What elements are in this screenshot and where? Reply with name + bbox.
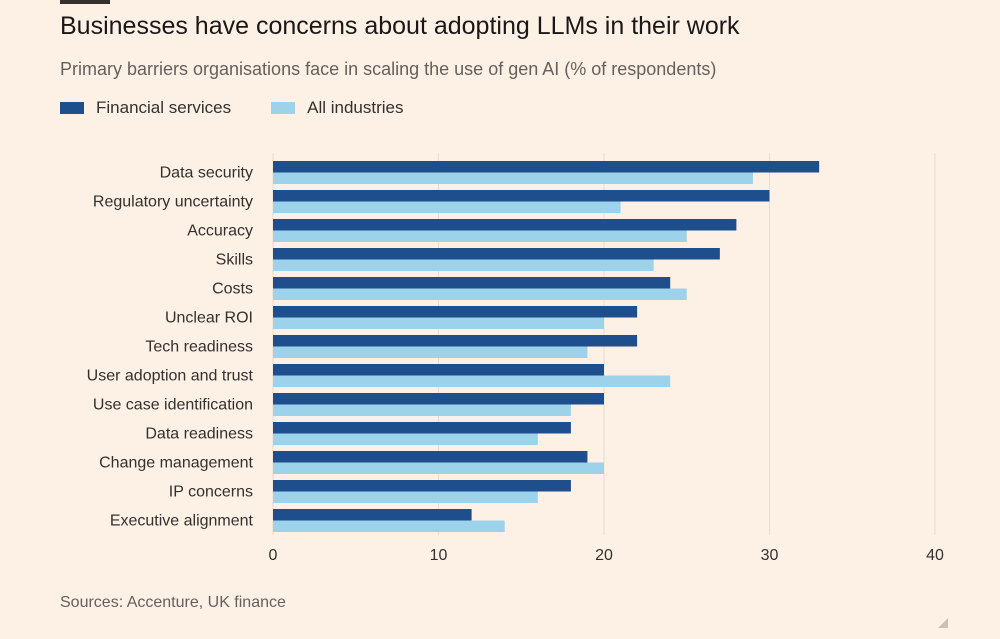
bar-financial (273, 422, 571, 434)
category-label: Accuracy (187, 223, 253, 240)
legend-swatch-financial (60, 102, 84, 114)
bar-financial (273, 364, 604, 376)
top-rule (60, 0, 110, 4)
bar-all-industries (273, 375, 671, 387)
legend-label-financial: Financial services (96, 98, 232, 117)
bar-all-industries (273, 259, 654, 271)
category-label: Unclear ROI (165, 310, 253, 327)
legend-item-all-industries: All industries (271, 98, 403, 118)
category-label-layer: Data security Regulatory uncertainty Accur… (87, 165, 254, 530)
corner-resize-icon (938, 618, 948, 628)
bar-all-industries (273, 201, 621, 213)
category-label: Data readiness (145, 426, 253, 443)
x-tick-label: 10 (430, 547, 448, 564)
category-label: Data security (160, 165, 253, 182)
bar-financial (273, 190, 770, 202)
chart-title: Businesses have concerns about adopting … (60, 12, 740, 40)
bar-financial (273, 480, 571, 492)
x-tick-label: 30 (761, 547, 779, 564)
x-tick-label: 0 (269, 547, 278, 564)
bar-all-industries (273, 288, 687, 300)
bar-financial (273, 161, 820, 173)
bar-all-industries (273, 462, 604, 474)
bar-financial (273, 509, 472, 521)
legend-item-financial: Financial services (60, 98, 231, 118)
bar-financial (273, 277, 671, 289)
category-label: IP concerns (169, 484, 253, 501)
bar-financial (273, 451, 588, 463)
bar-all-industries (273, 520, 505, 532)
bar-layer (273, 161, 820, 532)
category-label: Costs (212, 281, 253, 298)
bar-all-industries (273, 346, 588, 358)
bar-financial (273, 219, 737, 231)
bar-financial (273, 248, 720, 260)
category-label: Regulatory uncertainty (93, 194, 253, 211)
x-tick-label: 40 (926, 547, 944, 564)
chart-subtitle: Primary barriers organisations face in s… (60, 59, 717, 79)
category-label: Change management (99, 455, 253, 472)
bar-all-industries (273, 433, 538, 445)
bar-all-industries (273, 317, 604, 329)
bar-all-industries (273, 491, 538, 503)
category-label: Tech readiness (145, 339, 253, 356)
category-label: Use case identification (93, 397, 253, 414)
bar-financial (273, 335, 638, 347)
x-tick-layer: 0 10 20 30 40 (269, 547, 944, 564)
source-note: Sources: Accenture, UK finance (60, 594, 286, 611)
category-label: Executive alignment (110, 513, 254, 530)
category-label: Skills (216, 252, 253, 269)
x-tick-label: 20 (595, 547, 613, 564)
category-label: User adoption and trust (87, 368, 254, 385)
bar-financial (273, 306, 638, 318)
bar-all-industries (273, 404, 571, 416)
chart-legend: Financial services All industries (60, 98, 443, 118)
bar-financial (273, 393, 604, 405)
bar-all-industries (273, 230, 687, 242)
bar-all-industries (273, 172, 753, 184)
legend-label-all-industries: All industries (307, 98, 404, 117)
legend-swatch-all-industries (271, 102, 296, 114)
